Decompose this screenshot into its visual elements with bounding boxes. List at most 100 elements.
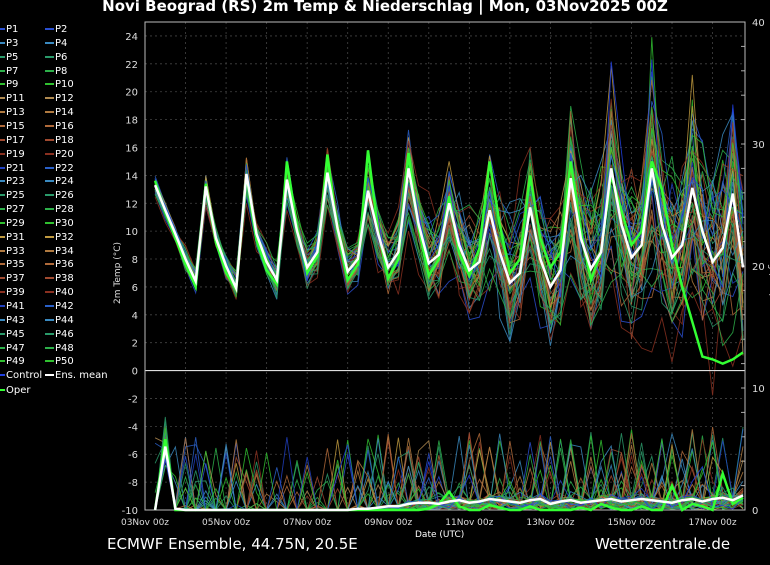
legend-swatch xyxy=(0,28,5,30)
legend-swatch xyxy=(0,55,5,58)
legend-swatch xyxy=(0,111,5,114)
legend-entry: P15 xyxy=(0,121,25,133)
legend-entry: P13 xyxy=(0,107,25,119)
plot-frame xyxy=(144,21,746,511)
legend-entry: P24 xyxy=(45,176,74,188)
legend-entry: P42 xyxy=(45,301,74,313)
legend-swatch xyxy=(0,346,5,349)
legend-entry: P3 xyxy=(0,38,18,50)
legend-swatch xyxy=(45,41,54,44)
legend-swatch xyxy=(45,318,54,321)
legend-entry: Control xyxy=(0,370,42,382)
legend-entry: P43 xyxy=(0,315,25,327)
legend-label: P30 xyxy=(55,217,74,229)
legend-swatch xyxy=(0,360,5,363)
legend-label: P7 xyxy=(6,65,19,77)
legend-label: P47 xyxy=(6,342,25,354)
legend-label: P34 xyxy=(55,245,74,257)
legend-label: P20 xyxy=(55,148,74,160)
legend-entry: P6 xyxy=(45,52,67,64)
legend-label: P49 xyxy=(6,356,25,368)
legend-label: P31 xyxy=(6,231,25,243)
legend-label: P29 xyxy=(6,217,25,229)
y-tick-label: 10 xyxy=(125,227,138,238)
legend-label: P50 xyxy=(55,356,74,368)
legend-label: P6 xyxy=(55,51,68,63)
member-temp-line xyxy=(154,196,744,368)
y-right-tick-label: 40 xyxy=(752,18,765,29)
legend-swatch xyxy=(45,277,54,280)
legend-entry: P1 xyxy=(0,24,18,36)
x-tick-label: 11Nov 00z xyxy=(445,518,493,528)
y-tick-label: -8 xyxy=(128,478,138,489)
legend-swatch xyxy=(0,194,5,197)
legend-entry: P21 xyxy=(0,163,25,175)
legend-swatch xyxy=(0,221,5,224)
y-tick-label: -4 xyxy=(128,422,138,433)
legend-label: P15 xyxy=(6,120,25,132)
y-tick-label: 6 xyxy=(132,283,138,294)
legend-entry: P36 xyxy=(45,259,74,271)
legend-swatch xyxy=(45,263,54,266)
legend-swatch xyxy=(45,180,54,183)
legend-entry: P10 xyxy=(45,79,74,91)
legend-entry: P37 xyxy=(0,273,25,285)
legend-label: P10 xyxy=(55,79,74,91)
x-tick-label: 13Nov 00z xyxy=(526,518,574,528)
legend-label: P43 xyxy=(6,314,25,326)
legend-swatch xyxy=(45,235,54,238)
legend-label: Ens. mean xyxy=(55,370,108,382)
legend-swatch xyxy=(0,235,5,238)
legend-swatch xyxy=(0,152,5,155)
legend-label: P35 xyxy=(6,259,25,271)
legend-swatch xyxy=(0,69,5,72)
legend-entry: P16 xyxy=(45,121,74,133)
y-right-tick-label: 30 xyxy=(752,140,765,151)
x-tick-label: 17Nov 00z xyxy=(689,518,737,528)
legend-entry: P26 xyxy=(45,190,74,202)
y-tick-label: 20 xyxy=(125,88,138,99)
legend-label: Oper xyxy=(6,385,31,397)
legend-entry: P30 xyxy=(45,218,74,230)
legend-swatch xyxy=(45,124,54,127)
legend-entry: P17 xyxy=(0,135,25,147)
legend-entry: P31 xyxy=(0,232,25,244)
legend-entry: P12 xyxy=(45,93,74,105)
legend-swatch xyxy=(45,138,54,141)
legend-entry: P49 xyxy=(0,356,25,368)
legend-label: P27 xyxy=(6,204,25,216)
legend-entry: P4 xyxy=(45,38,67,50)
legend-entry: P23 xyxy=(0,176,25,188)
legend-entry: P50 xyxy=(45,356,74,368)
site-credit: Wetterzentrale.de xyxy=(595,535,731,553)
legend-swatch xyxy=(45,360,54,363)
x-tick-label: 07Nov 00z xyxy=(283,518,331,528)
legend-entry: P39 xyxy=(0,287,25,299)
legend-label: P17 xyxy=(6,134,25,146)
legend-swatch xyxy=(45,28,54,30)
legend-label: P40 xyxy=(55,287,74,299)
legend-entry: P2 xyxy=(45,24,67,36)
legend-swatch xyxy=(0,180,5,183)
legend-entry: P5 xyxy=(0,52,18,64)
legend-swatch xyxy=(45,166,54,169)
y-tick-label: 16 xyxy=(125,143,138,154)
legend-swatch xyxy=(0,291,5,294)
legend-label: P48 xyxy=(55,342,74,354)
legend-label: P37 xyxy=(6,273,25,285)
legend-entry: P19 xyxy=(0,149,25,161)
legend-label: P42 xyxy=(55,301,74,312)
legend-entry: P45 xyxy=(0,329,25,341)
legend-swatch xyxy=(0,124,5,127)
legend-entry: P48 xyxy=(45,343,74,355)
legend-label: P18 xyxy=(55,134,74,146)
legend-label: P26 xyxy=(55,190,74,202)
legend-swatch xyxy=(45,374,54,377)
legend-entry: P33 xyxy=(0,246,25,258)
y-right-axis-label: Niederschlag (mm) xyxy=(767,211,770,297)
legend-swatch xyxy=(0,249,5,252)
legend-label: P28 xyxy=(55,204,74,216)
legend-swatch xyxy=(0,305,5,307)
legend-swatch xyxy=(45,221,54,224)
